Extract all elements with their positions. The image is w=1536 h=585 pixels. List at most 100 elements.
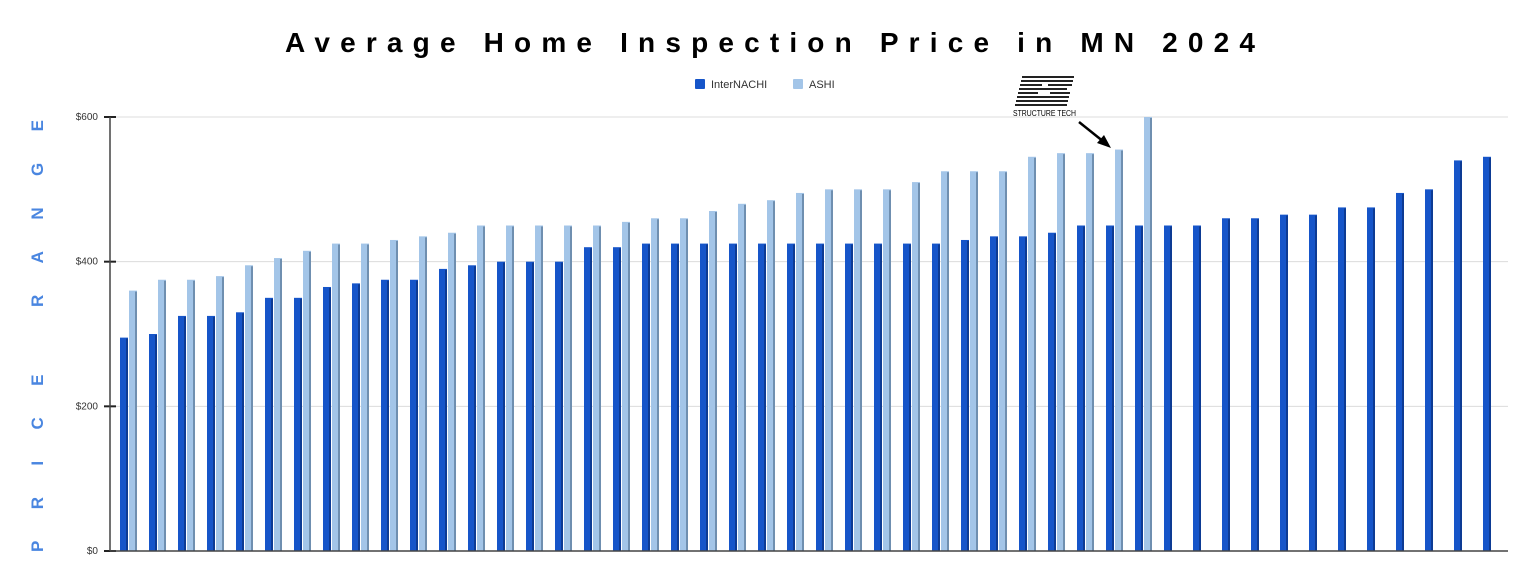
bar-edge <box>793 244 795 552</box>
bar-edge <box>967 240 969 551</box>
bar-edge <box>677 244 679 552</box>
bar-internachi-44 <box>1367 207 1375 551</box>
bar-ashi-6 <box>274 258 282 551</box>
bar-ashi-29 <box>941 171 949 551</box>
bar-internachi-47 <box>1454 160 1462 551</box>
bar-edge <box>1460 161 1462 551</box>
bar-internachi-39 <box>1222 218 1230 551</box>
bar-ashi-30 <box>970 171 978 551</box>
bar-ashi-27 <box>883 189 891 552</box>
bar-edge <box>222 277 224 551</box>
bar-edge <box>1257 219 1259 551</box>
bar-edge <box>338 244 340 552</box>
bar-ashi-4 <box>216 276 224 551</box>
y-axis-label: PRICE RANGE <box>28 120 47 552</box>
bar-internachi-19 <box>642 243 650 552</box>
bar-edge <box>532 262 534 551</box>
bar-ashi-12 <box>448 232 456 551</box>
legend-label-ashi: ASHI <box>809 79 835 91</box>
bar-internachi-30 <box>961 239 969 551</box>
bar-ashi-23 <box>767 200 775 551</box>
bar-edge <box>996 237 998 551</box>
bar-edge <box>1373 208 1375 551</box>
bar-edge <box>1083 226 1085 551</box>
bar-ashi-26 <box>854 189 862 552</box>
legend-label-internachi: InterNACHI <box>711 79 767 91</box>
bar-edge <box>1141 226 1143 551</box>
bar-edge <box>715 212 717 552</box>
bar-internachi-25 <box>816 243 824 552</box>
bar-ashi-1 <box>129 290 137 551</box>
bar-edge <box>387 280 389 551</box>
bar-internachi-15 <box>526 261 534 551</box>
bar-edge <box>909 244 911 552</box>
bar-edge <box>706 244 708 552</box>
bar-internachi-45 <box>1396 192 1404 551</box>
bar-edge <box>242 313 244 551</box>
bar-ashi-25 <box>825 189 833 552</box>
bar-edge <box>1063 154 1065 551</box>
arrow-annotation <box>1078 121 1111 148</box>
bar-internachi-5 <box>236 312 244 551</box>
bar-edge <box>503 262 505 551</box>
bar-internachi-20 <box>671 243 679 552</box>
bar-edge <box>1121 150 1123 552</box>
legend-swatch-ashi <box>793 79 803 89</box>
bar-edge <box>309 251 311 552</box>
bar-ashi-14 <box>506 225 514 551</box>
chart-title: Average Home Inspection Price in MN 2024 <box>285 27 1255 58</box>
bar-internachi-7 <box>294 297 302 551</box>
y-tick-label: $0 <box>87 546 99 557</box>
bar-ashi-32 <box>1028 156 1036 552</box>
bar-edge <box>135 291 137 551</box>
bar-ashi-35 <box>1115 149 1123 552</box>
bar-edge <box>599 226 601 551</box>
bar-ashi-22 <box>738 203 746 552</box>
bar-ashi-19 <box>651 218 659 551</box>
bar-internachi-40 <box>1251 218 1259 551</box>
logo-text: STRUCTURE TECH <box>1013 109 1076 118</box>
bar-edge <box>889 190 891 552</box>
bar-edge <box>860 190 862 552</box>
bar-edge <box>1034 157 1036 552</box>
bar-edge <box>590 248 592 551</box>
bar-internachi-42 <box>1309 214 1317 551</box>
bar-internachi-21 <box>700 243 708 552</box>
bar-ashi-2 <box>158 279 166 551</box>
bar-internachi-26 <box>845 243 853 552</box>
bar-ashi-15 <box>535 225 543 551</box>
bar-ashi-10 <box>390 239 398 551</box>
bar-edge <box>541 226 543 551</box>
bar-edge <box>648 244 650 552</box>
bar-edge <box>367 244 369 552</box>
bar-edge <box>561 262 563 551</box>
bar-edge <box>1005 172 1007 551</box>
bar-ashi-21 <box>709 211 717 552</box>
bar-ashi-34 <box>1086 153 1094 551</box>
bar-internachi-31 <box>990 236 998 551</box>
bar-internachi-37 <box>1164 225 1172 551</box>
bar-internachi-35 <box>1106 225 1114 551</box>
bar-internachi-28 <box>903 243 911 552</box>
bar-internachi-43 <box>1338 207 1346 551</box>
bar-edge <box>1170 226 1172 551</box>
bar-edge <box>474 266 476 551</box>
gridlines <box>104 116 1508 552</box>
bar-ashi-9 <box>361 243 369 552</box>
y-tick-label: $600 <box>76 112 99 123</box>
bar-internachi-33 <box>1048 232 1056 551</box>
bar-edge <box>126 338 128 551</box>
bar-ashi-20 <box>680 218 688 551</box>
bar-internachi-1 <box>120 337 128 551</box>
legend-swatch-internachi <box>695 79 705 89</box>
bar-edge <box>657 219 659 551</box>
bar-edge <box>193 280 195 551</box>
bar-edge <box>1025 237 1027 551</box>
bar-edge <box>1489 157 1491 552</box>
bar-edge <box>619 248 621 551</box>
bar-edge <box>483 226 485 551</box>
bar-edge <box>271 298 273 551</box>
bar-edge <box>686 219 688 551</box>
bar-internachi-10 <box>381 279 389 551</box>
bar-internachi-17 <box>584 247 592 551</box>
